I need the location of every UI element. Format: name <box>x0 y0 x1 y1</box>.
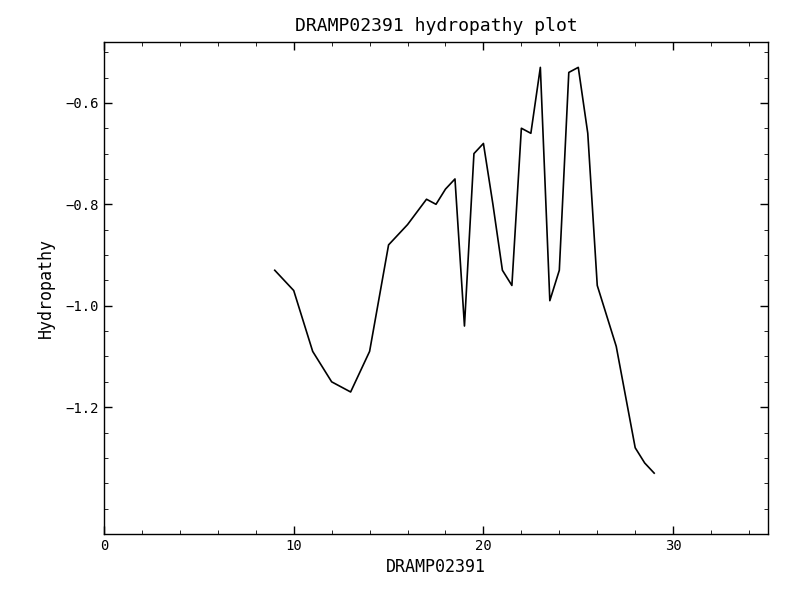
X-axis label: DRAMP02391: DRAMP02391 <box>386 559 486 577</box>
Title: DRAMP02391 hydropathy plot: DRAMP02391 hydropathy plot <box>294 17 578 35</box>
Y-axis label: Hydropathy: Hydropathy <box>37 238 54 338</box>
